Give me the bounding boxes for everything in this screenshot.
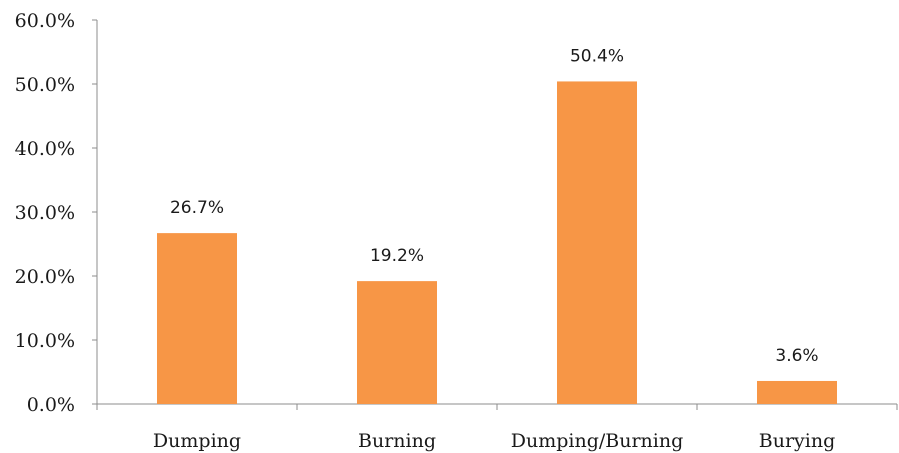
y-tick-label: 60.0%	[15, 10, 75, 32]
data-labels: 26.7% 19.2% 50.4% 3.6%	[170, 46, 819, 366]
bars	[157, 81, 837, 404]
y-tick-label: 0.0%	[27, 394, 75, 416]
y-tick-label: 20.0%	[15, 266, 75, 288]
category-label: Burying	[759, 430, 836, 452]
data-label: 19.2%	[370, 246, 424, 266]
category-label: Burning	[358, 430, 436, 452]
category-label: Dumping	[153, 430, 241, 452]
bar-dumping-burning	[557, 81, 637, 404]
x-axis	[96, 403, 898, 410]
data-label: 3.6%	[775, 346, 818, 366]
y-tick-label: 50.0%	[15, 74, 75, 96]
y-tick-label: 40.0%	[15, 138, 75, 160]
data-label: 26.7%	[170, 198, 224, 218]
category-label: Dumping/Burning	[511, 430, 684, 452]
y-tick-label: 30.0%	[15, 202, 75, 224]
category-labels: Dumping Burning Dumping/Burning Burying	[153, 430, 835, 452]
y-axis: 0.0% 10.0% 20.0% 30.0% 40.0% 50.0% 60.0%	[15, 10, 98, 416]
data-label: 50.4%	[570, 46, 624, 66]
bar-burying	[757, 380, 837, 404]
bar-dumping	[157, 233, 237, 404]
y-tick-label: 10.0%	[15, 330, 75, 352]
bar-burning	[357, 281, 437, 404]
